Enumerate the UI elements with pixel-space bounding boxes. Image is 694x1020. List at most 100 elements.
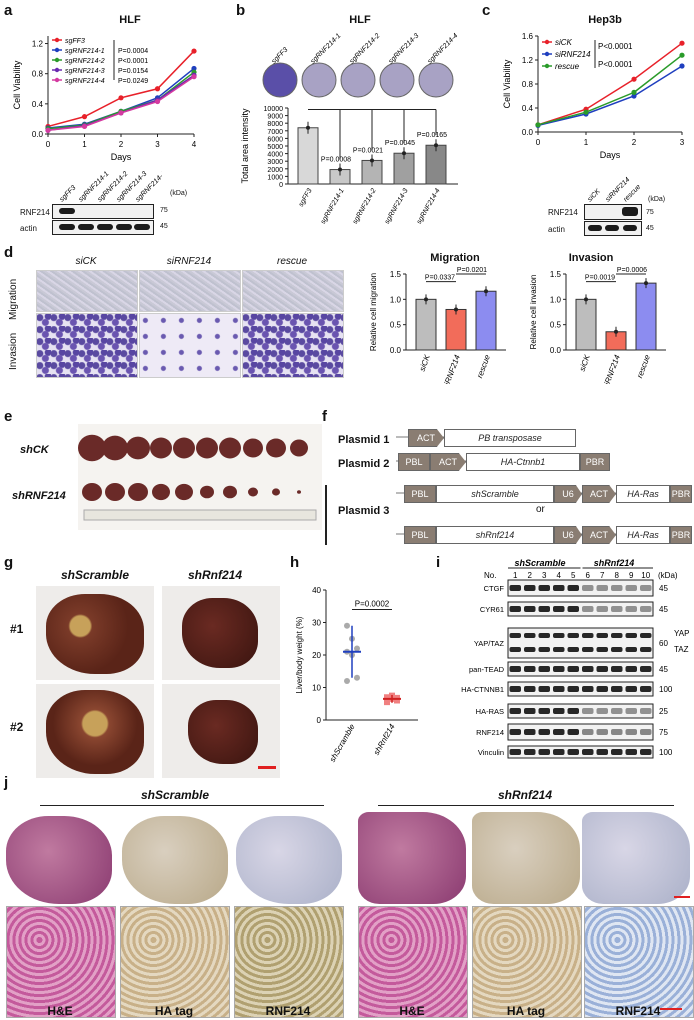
- blot-band: [538, 647, 550, 652]
- blot-band: [596, 708, 608, 714]
- blot-band: [553, 708, 565, 714]
- p-value: P=0.0337: [425, 275, 455, 282]
- bar-siRNF214: [445, 308, 467, 351]
- y-tick-label: 1000: [267, 174, 283, 181]
- g-row-1: #1: [10, 622, 24, 636]
- blot-band: [611, 749, 623, 755]
- lane-number: 8: [615, 571, 620, 580]
- legend-label: sgRNF214-3: [65, 68, 105, 75]
- legend-marker: [54, 57, 60, 63]
- blot-band: [509, 729, 521, 735]
- blot-band: [524, 729, 536, 735]
- x-tick-label: 3: [680, 138, 685, 147]
- y-tick-label: 1.2: [522, 56, 534, 65]
- p-value: P=0.0008: [321, 157, 351, 164]
- d-row-1: Migration: [8, 278, 19, 320]
- blot-band: [625, 585, 637, 591]
- bar-rescue: [635, 282, 657, 351]
- blot-band: [553, 606, 565, 612]
- blot-i-kda: 100: [659, 685, 673, 694]
- colony-plate-sgRNF214-4: [418, 62, 454, 98]
- scatter-point-shScramble: [354, 645, 360, 652]
- data-point-sgFF3: [81, 114, 88, 120]
- blot-band: [582, 633, 594, 638]
- panel-h-chart: 0 10 20 30 40 Liver/body weight (%) P=0.0002 sh…: [295, 586, 418, 764]
- x-axis-label: Days: [600, 150, 621, 160]
- series-line-siCK: [537, 42, 683, 126]
- j-overview-rnf-rnf: [582, 812, 690, 904]
- panel-b-label: b: [236, 2, 246, 19]
- blot-band: [524, 647, 536, 652]
- legend-pvalue: P=0.0004: [118, 48, 148, 55]
- legend-marker: [544, 51, 550, 57]
- d-invasion-rescue: [242, 313, 344, 378]
- j-overview-he-rnf: [358, 812, 466, 904]
- data-dot: [484, 289, 488, 294]
- y-axis-label: Relative cell migration: [369, 273, 378, 351]
- panel-a-label: a: [4, 2, 13, 19]
- legend-label: sgRNF214-1: [65, 48, 105, 55]
- x-tick-label: 2: [632, 138, 637, 147]
- blot-strip-HA-RAS: [507, 703, 654, 719]
- y-tick-label: 0.8: [32, 70, 44, 79]
- j-zoom-rnf-rnf: [584, 906, 694, 1018]
- blot-i-kda: 25: [659, 707, 668, 716]
- data-dot: [644, 281, 648, 286]
- blot-band: [611, 647, 623, 652]
- y-tick-label: 0: [279, 182, 283, 189]
- blot-band: [582, 749, 594, 755]
- colony-plate-sgRNF214-3: [379, 62, 415, 98]
- data-dot: [370, 158, 374, 163]
- blot-strip-YAP/TAZ: [507, 627, 654, 659]
- blot-band: [625, 666, 637, 672]
- blot-a-rnf214: [52, 204, 154, 219]
- scatter-point-shScramble: [354, 674, 360, 681]
- j-group-2-line: [378, 805, 674, 806]
- plasmid-3-label: Plasmid 3: [338, 505, 390, 517]
- series-line-rescue: [537, 54, 683, 126]
- colony-label: sgRNF214-2: [348, 32, 381, 65]
- p-value: P<0.0001: [598, 60, 633, 69]
- blot-band: [553, 686, 565, 692]
- blot-band: [611, 606, 623, 612]
- legend-marker: [54, 37, 60, 43]
- p-value: P=0.0201: [457, 267, 487, 274]
- blot-band: [567, 708, 579, 714]
- blot-band: [524, 585, 536, 591]
- y-tick-label: 9000: [267, 114, 283, 121]
- legend-label: sgFF3: [65, 38, 85, 45]
- y-tick-label: 0.5: [550, 321, 562, 330]
- panel-d-label: d: [4, 244, 14, 261]
- p-value: P=0.0006: [617, 267, 647, 274]
- blot-a-row-2: actin: [20, 224, 37, 233]
- blot-band: [582, 585, 594, 591]
- plasmid-1-label: Plasmid 1: [338, 434, 390, 446]
- data-point-siCK: [631, 76, 637, 82]
- data-point-sgRNF214-4: [154, 98, 161, 105]
- y-tick-label: 0: [317, 716, 322, 725]
- legend-marker: [544, 39, 550, 45]
- data-dot: [434, 143, 438, 148]
- plasmid-3-bracket: [325, 485, 327, 545]
- p3a-u6: U6: [554, 485, 582, 503]
- legend-label: siCK: [555, 38, 573, 47]
- blot-i-row: HA-RAS: [476, 707, 504, 716]
- x-tick-label: rescue: [475, 353, 492, 379]
- blot-i-row: pan-TEAD: [469, 665, 505, 674]
- x-tick-label: 1: [584, 138, 589, 147]
- y-tick-label: 5000: [267, 144, 283, 151]
- migration-chart: 0.0 0.5 1.0 1.5 Relative cell migration siCK s…: [369, 267, 506, 384]
- legend-label: sgRNF214-2: [65, 58, 105, 65]
- side-label: TAZ: [674, 645, 689, 654]
- blot-band: [582, 647, 594, 652]
- blot-band: [611, 686, 623, 692]
- y-tick-label: 0.0: [550, 346, 562, 355]
- y-tick-label: 30: [312, 619, 321, 628]
- blot-band: [611, 585, 623, 591]
- j-zoom-rnf-scr: [234, 906, 344, 1018]
- g-row-2: #2: [10, 720, 24, 734]
- blot-c-lane: siCK: [586, 188, 602, 204]
- e-group-1: shCK: [20, 444, 49, 456]
- liver-photo-rnf-2: [162, 684, 280, 778]
- blot-band: [538, 633, 550, 638]
